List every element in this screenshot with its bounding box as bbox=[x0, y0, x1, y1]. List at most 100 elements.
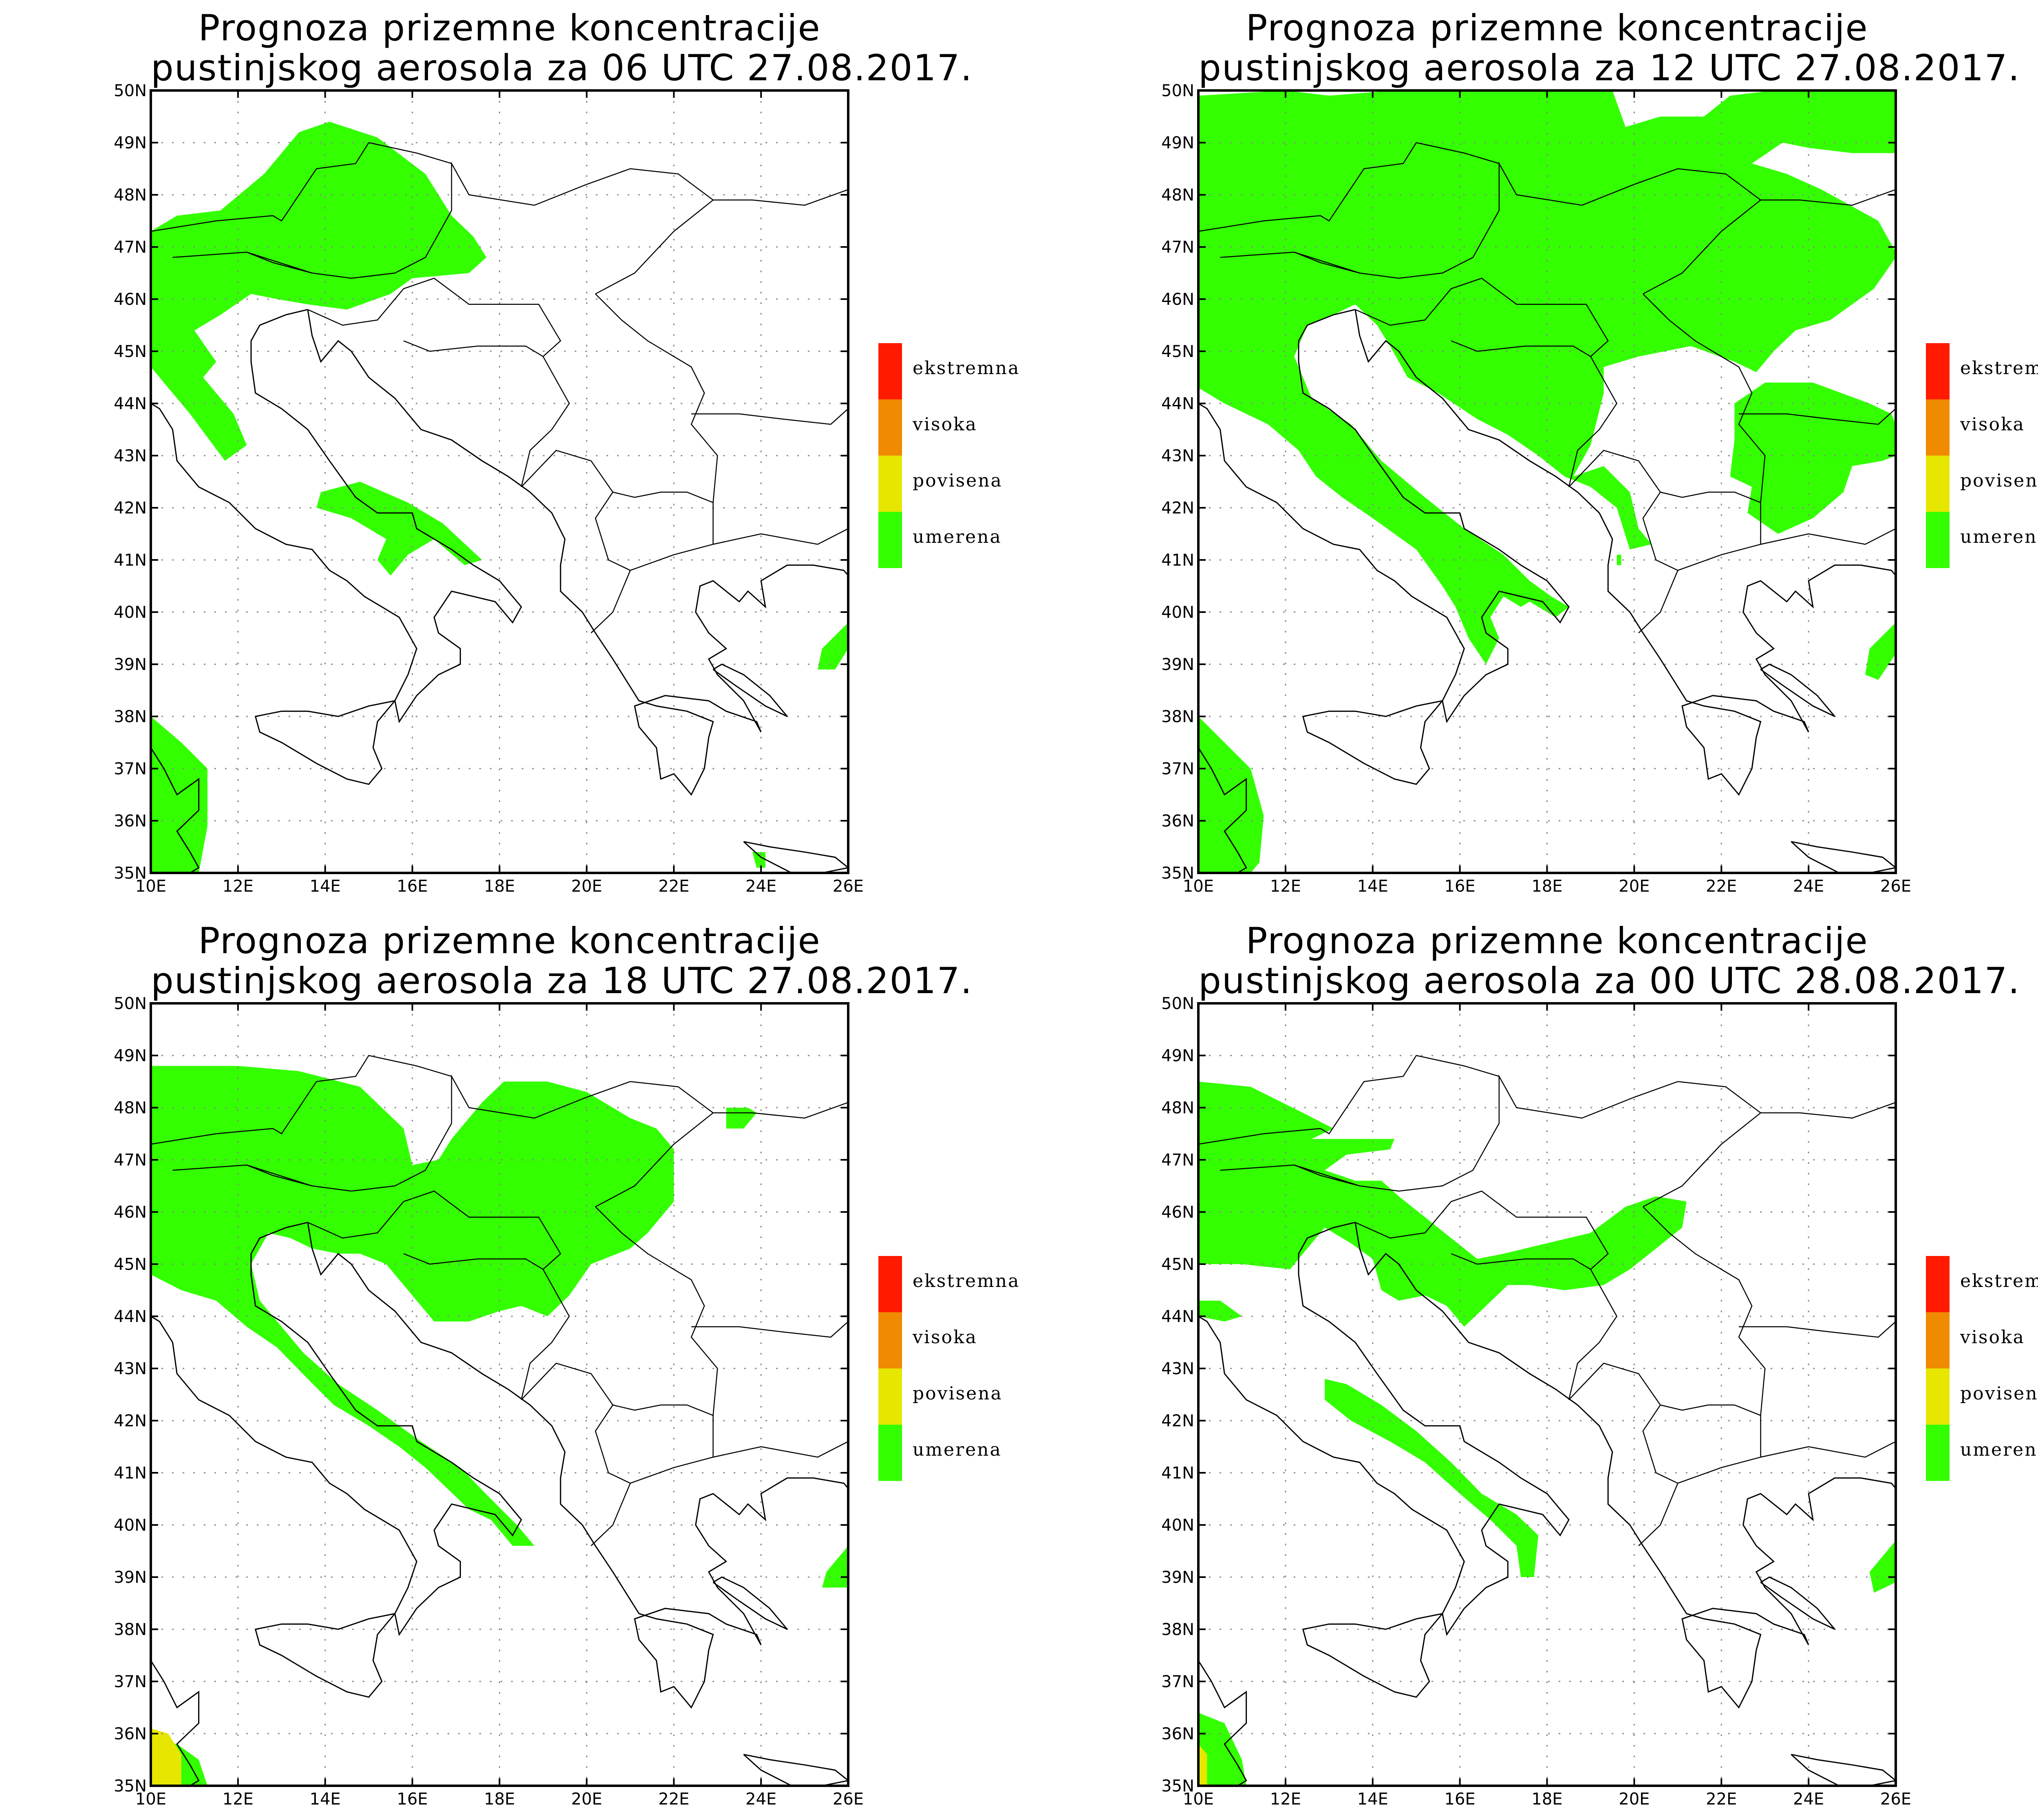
lat-tick-label: 41N bbox=[1161, 1464, 1194, 1483]
area-umerena bbox=[151, 1066, 674, 1546]
country-borders bbox=[1198, 1055, 1896, 1547]
coastline bbox=[1791, 1754, 1896, 1786]
lon-tick-label: 12E bbox=[223, 877, 254, 896]
lat-tick-label: 45N bbox=[114, 342, 147, 361]
lat-tick-label: 48N bbox=[1161, 186, 1194, 205]
legend-swatch bbox=[878, 512, 902, 568]
legend-label: povisena bbox=[913, 470, 1003, 491]
area-umerena bbox=[151, 121, 487, 461]
lat-tick-label: 42N bbox=[114, 1412, 147, 1430]
country-borders bbox=[151, 1055, 848, 1547]
coastline bbox=[1791, 841, 1896, 873]
country-border bbox=[1760, 189, 1896, 206]
country-border bbox=[1760, 528, 1896, 545]
area-umerena bbox=[818, 622, 848, 670]
lat-tick-label: 49N bbox=[1161, 134, 1194, 152]
lon-tick-label: 10E bbox=[135, 877, 166, 896]
lat-tick-label: 43N bbox=[114, 447, 147, 465]
panel-3-title-line-1: Prognoza prizemne koncentracije bbox=[198, 920, 821, 962]
area-umerena bbox=[752, 852, 765, 868]
lon-tick-label: 24E bbox=[746, 877, 776, 896]
country-border bbox=[1294, 1074, 1762, 1207]
lon-tick-label: 22E bbox=[1706, 1790, 1737, 1809]
legend-item-povisena: povisena bbox=[878, 456, 1050, 512]
lat-tick-label: 41N bbox=[114, 1464, 147, 1483]
lon-tick-label: 16E bbox=[397, 877, 428, 896]
coastline bbox=[1198, 1660, 1247, 1786]
lat-tick-label: 43N bbox=[114, 1359, 147, 1378]
coastline bbox=[1302, 1613, 1443, 1698]
coastline bbox=[151, 1222, 522, 1636]
lat-tick-label: 50N bbox=[1161, 994, 1194, 1013]
lat-tick-label: 41N bbox=[114, 551, 147, 570]
lon-tick-label: 16E bbox=[397, 1790, 428, 1809]
lat-tick-label: 37N bbox=[114, 1672, 147, 1691]
coastline bbox=[1198, 747, 1247, 873]
country-border bbox=[613, 491, 714, 571]
country-border bbox=[1451, 1253, 1591, 1270]
country-border bbox=[1198, 142, 1500, 232]
lat-tick-label: 36N bbox=[114, 1725, 147, 1743]
country-border bbox=[1198, 1055, 1500, 1145]
lat-tick-label: 47N bbox=[114, 1151, 147, 1170]
legend-label: umerena bbox=[913, 527, 1002, 547]
lon-tick-label: 26E bbox=[1880, 877, 1911, 896]
coastline bbox=[1198, 309, 1570, 723]
legend-item-povisena: povisena bbox=[1926, 1368, 2038, 1425]
legend-item-povisena: povisena bbox=[878, 1368, 1050, 1425]
legend-label: umerena bbox=[1960, 527, 2038, 547]
country-border bbox=[1642, 293, 1766, 503]
country-border bbox=[151, 142, 452, 232]
country-border bbox=[1355, 1190, 1618, 1400]
lat-tick-label: 42N bbox=[1161, 1412, 1194, 1430]
country-border bbox=[613, 1404, 714, 1484]
lat-tick-label: 39N bbox=[114, 655, 147, 674]
axis-ticks bbox=[150, 90, 849, 874]
lat-tick-label: 36N bbox=[1161, 1725, 1194, 1743]
country-border bbox=[1220, 1164, 1360, 1187]
legend-swatch bbox=[878, 1312, 902, 1368]
legend-label: umerena bbox=[913, 1439, 1002, 1460]
country-border bbox=[1660, 1404, 1761, 1484]
country-border bbox=[172, 1164, 313, 1187]
country-border bbox=[691, 408, 848, 425]
country-border bbox=[1760, 1102, 1896, 1119]
lon-tick-label: 24E bbox=[1793, 877, 1824, 896]
lon-tick-label: 18E bbox=[1531, 1790, 1562, 1809]
lon-tick-label: 20E bbox=[571, 1790, 602, 1809]
country-border bbox=[1355, 278, 1618, 487]
lat-tick-label: 50N bbox=[1161, 82, 1194, 100]
legend-item-umerena: umerena bbox=[878, 512, 1050, 568]
legend-label: visoka bbox=[913, 414, 977, 435]
lat-tick-label: 45N bbox=[1161, 1255, 1194, 1274]
lat-tick-label: 40N bbox=[1161, 603, 1194, 622]
country-border bbox=[1739, 1321, 1896, 1338]
concentration-areas bbox=[151, 1066, 848, 1786]
concentration-areas bbox=[151, 121, 848, 873]
lat-tick-label: 50N bbox=[114, 82, 147, 100]
lat-tick-label: 44N bbox=[1161, 1307, 1194, 1326]
legend-item-visoka: visoka bbox=[878, 1312, 1050, 1368]
coastline bbox=[743, 1754, 848, 1786]
lat-tick-label: 42N bbox=[114, 499, 147, 518]
axis-ticks bbox=[150, 1003, 849, 1787]
lat-tick-label: 45N bbox=[114, 1255, 147, 1274]
coastline bbox=[254, 1613, 395, 1698]
coastlines bbox=[1198, 309, 1896, 873]
lat-tick-label: 46N bbox=[114, 1203, 147, 1222]
lat-tick-label: 49N bbox=[114, 1047, 147, 1065]
coastline bbox=[151, 747, 200, 873]
lat-tick-label: 44N bbox=[114, 394, 147, 413]
lon-tick-label: 24E bbox=[746, 1790, 776, 1809]
country-border bbox=[521, 449, 631, 634]
lon-tick-label: 14E bbox=[310, 1790, 341, 1809]
coastline bbox=[1302, 700, 1443, 785]
country-borders bbox=[151, 142, 848, 634]
area-umerena bbox=[1617, 555, 1621, 565]
legend-swatch bbox=[878, 399, 902, 456]
country-border bbox=[1568, 449, 1678, 634]
country-border bbox=[151, 1055, 452, 1145]
country-border bbox=[246, 161, 714, 295]
